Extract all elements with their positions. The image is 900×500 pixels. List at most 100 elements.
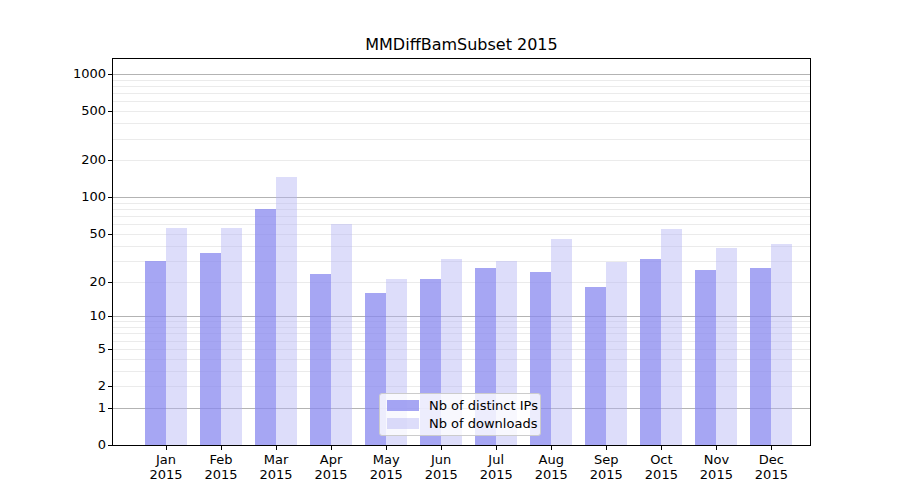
y-tick-label: 100 <box>36 188 106 206</box>
y-tick-label: 200 <box>36 151 106 169</box>
x-tick-year: 2015 <box>413 467 469 482</box>
x-tick-mark <box>386 446 387 450</box>
x-tick-month: Jun <box>413 452 469 467</box>
bar-downloads-nov <box>716 248 737 445</box>
gridline-minor <box>113 123 810 124</box>
x-tick-month: Jan <box>138 452 194 467</box>
gridline-minor <box>113 111 810 112</box>
bar-downloads-jan <box>166 228 187 445</box>
x-tick-month: Dec <box>743 452 799 467</box>
x-tick-year: 2015 <box>468 467 524 482</box>
x-tick-label-jun: Jun2015 <box>413 452 469 482</box>
gridline-minor <box>113 234 810 235</box>
x-tick-label-jul: Jul2015 <box>468 452 524 482</box>
gridline-minor <box>113 160 810 161</box>
x-tick-label-mar: Mar2015 <box>248 452 304 482</box>
x-tick-year: 2015 <box>303 467 359 482</box>
x-tick-mark <box>496 446 497 450</box>
x-tick-month: Aug <box>523 452 579 467</box>
gridline-minor <box>113 86 810 87</box>
x-tick-year: 2015 <box>523 467 579 482</box>
y-tick-mark <box>108 234 112 235</box>
gridline-minor <box>113 203 810 204</box>
gridline-minor <box>113 209 810 210</box>
x-tick-mark <box>771 446 772 450</box>
x-tick-year: 2015 <box>633 467 689 482</box>
x-tick-label-oct: Oct2015 <box>633 452 689 482</box>
y-tick-mark <box>108 282 112 283</box>
x-tick-month: Oct <box>633 452 689 467</box>
y-tick-mark <box>108 160 112 161</box>
y-tick-label: 500 <box>36 102 106 120</box>
x-tick-label-dec: Dec2015 <box>743 452 799 482</box>
y-tick-mark <box>108 111 112 112</box>
legend-swatch-distinct-ips <box>387 400 419 411</box>
x-tick-month: Sep <box>578 452 634 467</box>
bar-distinct-ips-jan <box>145 261 166 445</box>
x-tick-year: 2015 <box>138 467 194 482</box>
y-tick-mark <box>108 349 112 350</box>
y-tick-mark <box>108 386 112 387</box>
gridline-minor <box>113 101 810 102</box>
x-tick-mark <box>551 446 552 450</box>
y-tick-label: 1 <box>36 399 106 417</box>
x-tick-mark <box>331 446 332 450</box>
bar-distinct-ips-nov <box>695 270 716 445</box>
x-tick-label-apr: Apr2015 <box>303 452 359 482</box>
x-tick-mark <box>166 446 167 450</box>
x-tick-label-aug: Aug2015 <box>523 452 579 482</box>
legend-entry-downloads: Nb of downloads <box>380 416 540 431</box>
chart-title: MMDiffBamSubset 2015 <box>112 35 811 54</box>
gridline-minor <box>113 216 810 217</box>
x-tick-label-sep: Sep2015 <box>578 452 634 482</box>
y-tick-label: 5 <box>36 340 106 358</box>
y-tick-label: 1000 <box>36 65 106 83</box>
legend-label-downloads: Nb of downloads <box>429 416 537 431</box>
bar-distinct-ips-mar <box>255 209 276 445</box>
x-tick-year: 2015 <box>358 467 414 482</box>
x-tick-month: Jul <box>468 452 524 467</box>
x-tick-label-feb: Feb2015 <box>193 452 249 482</box>
gridline-minor <box>113 80 810 81</box>
bar-downloads-feb <box>221 228 242 445</box>
y-tick-mark <box>108 197 112 198</box>
x-tick-mark <box>441 446 442 450</box>
y-tick-mark <box>108 316 112 317</box>
bar-distinct-ips-feb <box>200 253 221 446</box>
gridline-minor <box>113 224 810 225</box>
bar-downloads-oct <box>661 229 682 445</box>
y-tick-mark <box>108 74 112 75</box>
legend-label-distinct-ips: Nb of distinct IPs <box>429 398 538 413</box>
y-tick-label: 50 <box>36 225 106 243</box>
chart-figure: MMDiffBamSubset 2015 Nb of distinct IPs … <box>0 0 900 500</box>
bar-downloads-aug <box>551 239 572 445</box>
x-tick-mark <box>276 446 277 450</box>
legend: Nb of distinct IPs Nb of downloads <box>379 393 541 436</box>
x-tick-month: Apr <box>303 452 359 467</box>
gridline-minor <box>113 246 810 247</box>
bar-distinct-ips-oct <box>640 259 661 445</box>
x-tick-year: 2015 <box>688 467 744 482</box>
x-tick-mark <box>221 446 222 450</box>
x-tick-mark <box>716 446 717 450</box>
bar-downloads-dec <box>771 244 792 445</box>
y-tick-mark <box>108 408 112 409</box>
x-tick-year: 2015 <box>193 467 249 482</box>
y-tick-label: 0 <box>36 436 106 454</box>
x-tick-mark <box>661 446 662 450</box>
x-tick-label-jan: Jan2015 <box>138 452 194 482</box>
bar-downloads-sep <box>606 262 627 445</box>
legend-entry-distinct-ips: Nb of distinct IPs <box>380 398 540 413</box>
y-tick-mark <box>108 445 112 446</box>
bar-distinct-ips-sep <box>585 287 606 445</box>
x-tick-year: 2015 <box>248 467 304 482</box>
y-tick-label: 2 <box>36 377 106 395</box>
gridline-minor <box>113 93 810 94</box>
x-tick-month: Nov <box>688 452 744 467</box>
bar-distinct-ips-dec <box>750 268 771 445</box>
x-tick-month: Feb <box>193 452 249 467</box>
x-tick-year: 2015 <box>578 467 634 482</box>
x-tick-label-nov: Nov2015 <box>688 452 744 482</box>
x-tick-month: Mar <box>248 452 304 467</box>
x-tick-mark <box>606 446 607 450</box>
